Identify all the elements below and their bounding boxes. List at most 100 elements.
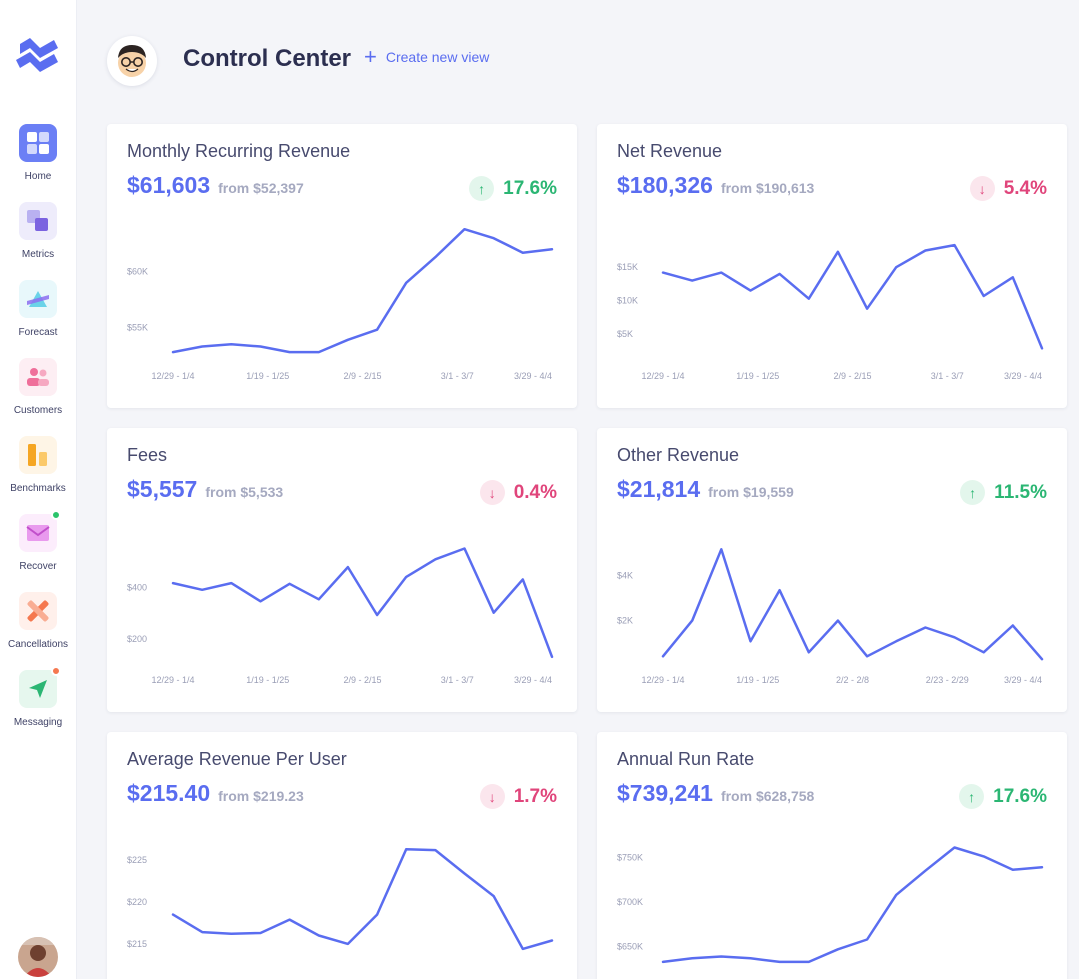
customers-icon	[19, 358, 57, 396]
metric-value: $21,814 from $19,559	[617, 476, 794, 503]
arrow-up-icon: ↑	[959, 784, 985, 809]
metric-value: $215.40 from $219.23	[127, 780, 304, 807]
cancellations-icon	[19, 592, 57, 630]
sidebar-item-forecast[interactable]: Forecast	[0, 280, 76, 338]
metric-previous-value: from $628,758	[720, 788, 815, 804]
x-tick-label: 2/9 - 2/15	[343, 675, 381, 685]
metric-current-value: $21,814	[617, 476, 701, 502]
sidebar-item-label: Forecast	[18, 327, 58, 338]
y-tick-label: $750K	[617, 852, 643, 862]
arrow-down-icon: ↓	[479, 480, 505, 505]
arrow-down-icon: ↓	[479, 784, 505, 809]
metric-current-value: $180,326	[617, 172, 713, 198]
metric-title: Net Revenue	[617, 141, 723, 161]
user-avatar[interactable]	[18, 937, 58, 977]
metric-value: $5,557 from $5,533	[127, 476, 283, 503]
sidebar-item-label: Recover	[19, 561, 57, 572]
metric-card[interactable]: Net Revenue $180,326 from $190,613 ↓ 5.4% $15…	[597, 124, 1067, 408]
metric-card[interactable]: Average Revenue Per User $215.40 from $219…	[107, 732, 577, 979]
metric-value: $61,603 from $52,397	[127, 172, 304, 199]
y-tick-label: $700K	[617, 897, 643, 907]
sidebar-item-recover[interactable]: Recover	[0, 510, 76, 572]
x-tick-label: 3/1 - 3/7	[441, 675, 474, 685]
benchmarks-icon	[19, 436, 57, 474]
x-tick-label: 12/29 - 1/4	[151, 371, 194, 381]
metric-card[interactable]: Fees $5,557 from $5,533 ↓ 0.4% $400 $200 12/29 …	[107, 428, 577, 712]
metric-chart[interactable]: $15K $10K $5K 12/29 - 1/4 1/19 - 1/25 2/9 - 2…	[597, 219, 1067, 399]
y-tick-label: $200	[127, 634, 147, 644]
metric-chart[interactable]: $400 $200 12/29 - 1/4 1/19 - 1/25 2/9 - 2/15…	[107, 523, 577, 703]
y-tick-label: $10K	[617, 296, 638, 306]
metric-change: ↑ 17.6%	[469, 176, 557, 201]
metric-change-percent: 0.4%	[513, 481, 557, 503]
arrow-up-icon: ↑	[469, 176, 495, 201]
metric-change-percent: 5.4%	[1003, 177, 1047, 199]
y-tick-label: $15K	[617, 262, 638, 272]
metric-current-value: $61,603	[127, 172, 211, 198]
series-line	[171, 847, 554, 951]
metric-change-percent: 1.7%	[513, 785, 557, 807]
x-tick-label: 1/19 - 1/25	[736, 371, 779, 381]
arrow-down-icon: ↓	[969, 176, 995, 201]
sidebar-item-label: Messaging	[13, 717, 63, 728]
metric-previous-value: from $190,613	[720, 180, 815, 196]
metric-chart[interactable]: $750K $700K $650K	[597, 827, 1067, 979]
x-tick-label: 1/19 - 1/25	[246, 371, 289, 381]
metric-title: Fees	[127, 445, 168, 465]
metric-card[interactable]: Other Revenue $21,814 from $19,559 ↑ 11.5% $4…	[597, 428, 1067, 712]
x-tick-label: 3/29 - 4/4	[1004, 371, 1042, 381]
create-new-view-label: Create new view	[385, 49, 490, 65]
metric-title: Annual Run Rate	[617, 749, 755, 769]
create-new-view-button[interactable]: + Create new view	[364, 44, 490, 69]
recover-icon	[19, 510, 61, 552]
sidebar-item-label: Benchmarks	[10, 483, 66, 494]
plus-icon: +	[364, 44, 377, 69]
metric-previous-value: from $219.23	[218, 788, 304, 804]
sidebar-item-metrics[interactable]: Metrics	[0, 202, 76, 260]
y-tick-label: $2K	[617, 615, 633, 625]
sidebar-item-label: Home	[24, 171, 52, 182]
metric-chart[interactable]: $225 $220 $215	[107, 827, 577, 979]
metric-change: ↓ 0.4%	[479, 480, 557, 505]
series-line	[661, 548, 1044, 661]
metric-previous-value: from $5,533	[205, 484, 284, 500]
y-tick-label: $650K	[617, 942, 643, 952]
series-line	[661, 243, 1044, 350]
metric-chart[interactable]: $4K $2K 12/29 - 1/4 1/19 - 1/25 2/2 - 2/8 2/2…	[597, 523, 1067, 703]
metric-change-percent: 11.5%	[994, 481, 1047, 503]
metric-change: ↑ 11.5%	[960, 480, 1047, 505]
x-tick-label: 3/1 - 3/7	[441, 371, 474, 381]
sidebar-item-label: Customers	[13, 405, 63, 416]
y-tick-label: $60K	[127, 267, 148, 277]
y-tick-label: $4K	[617, 571, 633, 581]
metric-chart[interactable]: $60K $55K 12/29 - 1/4 1/19 - 1/25 2/9 - 2/15…	[107, 219, 577, 399]
baremetrics-logo[interactable]	[16, 38, 58, 78]
sidebar-item-home[interactable]: Home	[0, 124, 76, 182]
arrow-up-icon: ↑	[960, 480, 986, 505]
sidebar-item-customers[interactable]: Customers	[0, 358, 76, 416]
y-tick-label: $55K	[127, 323, 148, 333]
x-tick-label: 12/29 - 1/4	[641, 371, 684, 381]
y-tick-label: $215	[127, 939, 147, 949]
sidebar-item-benchmarks[interactable]: Benchmarks	[0, 436, 76, 494]
x-tick-label: 12/29 - 1/4	[641, 675, 684, 685]
metric-change: ↑ 17.6%	[959, 784, 1047, 809]
sidebar-item-cancellations[interactable]: Cancellations	[0, 592, 76, 650]
notification-dot	[51, 510, 61, 520]
x-tick-label: 3/29 - 4/4	[1004, 675, 1042, 685]
metric-card[interactable]: Monthly Recurring Revenue $61,603 from $52…	[107, 124, 577, 408]
x-tick-label: 2/9 - 2/15	[343, 371, 381, 381]
x-tick-label: 12/29 - 1/4	[151, 675, 194, 685]
series-line	[171, 547, 554, 659]
metric-title: Monthly Recurring Revenue	[127, 141, 351, 161]
series-line	[661, 846, 1044, 964]
forecast-icon	[19, 280, 57, 318]
y-tick-label: $220	[127, 897, 147, 907]
metric-change: ↓ 1.7%	[479, 784, 557, 809]
sidebar-item-label: Metrics	[21, 249, 55, 260]
metric-card[interactable]: Annual Run Rate $739,241 from $628,758 ↑ 17.…	[597, 732, 1067, 979]
messaging-icon	[19, 666, 61, 708]
sidebar-item-messaging[interactable]: Messaging	[0, 666, 76, 728]
metric-title: Average Revenue Per User	[127, 749, 347, 769]
y-tick-label: $400	[127, 583, 147, 593]
